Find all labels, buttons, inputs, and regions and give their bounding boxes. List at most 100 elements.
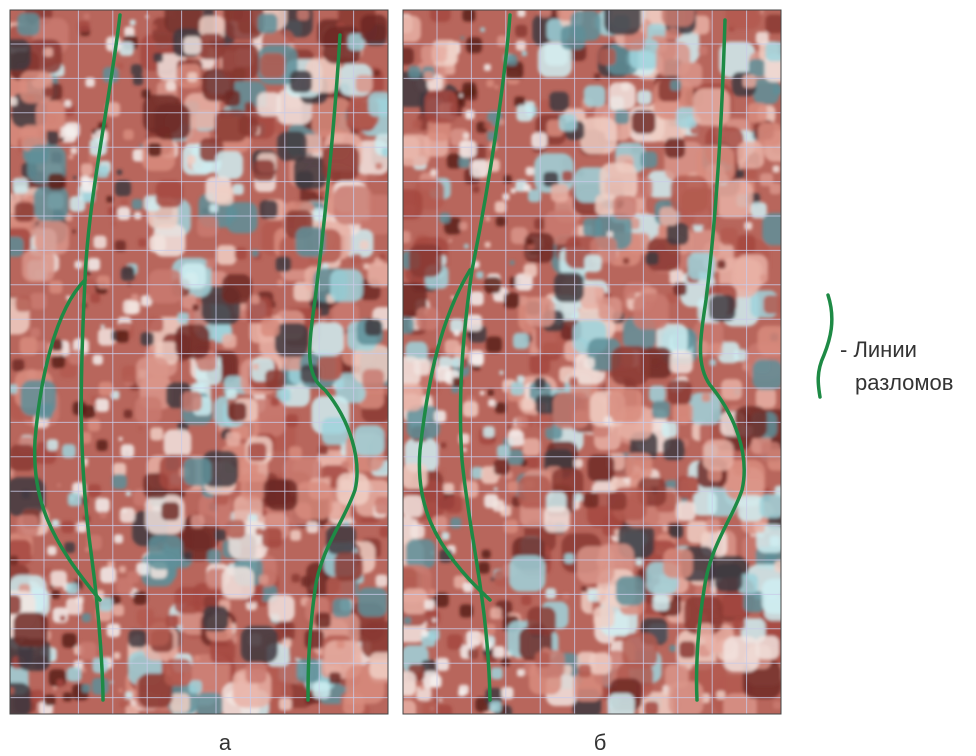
texture-blob xyxy=(297,10,310,21)
legend-swatch xyxy=(816,293,834,399)
texture-blob xyxy=(672,403,693,424)
texture-blob xyxy=(340,479,352,491)
texture-blob xyxy=(119,700,127,708)
texture-blob xyxy=(702,439,734,471)
texture-blob xyxy=(577,664,592,678)
texture-blob xyxy=(100,324,105,329)
texture-blob xyxy=(76,521,87,533)
texture-blob xyxy=(33,186,69,222)
texture-blob xyxy=(645,251,659,265)
texture-blob xyxy=(259,200,278,219)
texture-blob xyxy=(96,275,110,289)
texture-blob xyxy=(403,356,421,387)
texture-blob xyxy=(214,529,227,541)
texture-blob xyxy=(257,92,282,117)
texture-blob xyxy=(534,651,551,668)
texture-blob xyxy=(83,458,88,463)
texture-blob xyxy=(613,195,637,219)
texture-blob xyxy=(216,245,237,265)
texture-blob xyxy=(622,633,658,669)
texture-blob xyxy=(453,330,460,337)
texture-blob xyxy=(164,658,192,687)
texture-blob xyxy=(141,89,151,99)
texture-blob xyxy=(19,337,38,356)
texture-blob xyxy=(507,430,524,447)
texture-blob xyxy=(444,339,460,355)
texture-blob xyxy=(120,444,135,458)
texture-blob xyxy=(112,462,127,477)
texture-blob xyxy=(262,527,283,548)
texture-blob xyxy=(113,652,121,660)
texture-blob xyxy=(760,274,768,283)
texture-blob xyxy=(679,477,699,497)
texture-blob xyxy=(95,398,110,412)
texture-blob xyxy=(232,183,244,195)
texture-blob xyxy=(329,268,363,302)
texture-blob xyxy=(228,402,247,421)
texture-blob xyxy=(268,594,295,622)
texture-blob xyxy=(608,388,643,423)
texture-blob xyxy=(155,180,183,208)
texture-blob xyxy=(669,644,677,652)
texture-blob xyxy=(580,117,617,155)
texture-blob xyxy=(120,267,135,281)
texture-blob xyxy=(276,387,291,402)
texture-blob xyxy=(403,699,417,714)
texture-blob xyxy=(224,90,241,107)
texture-blob xyxy=(576,546,615,584)
texture-blob xyxy=(772,165,780,173)
texture-blob xyxy=(615,576,646,606)
texture-blob xyxy=(484,121,493,129)
texture-blob xyxy=(312,681,330,699)
texture-blob xyxy=(10,469,14,478)
texture-blob xyxy=(124,26,135,37)
texture-blob xyxy=(44,87,54,97)
texture-blob xyxy=(362,369,384,391)
texture-blob xyxy=(63,692,73,702)
texture-blob xyxy=(523,184,531,192)
texture-blob xyxy=(369,652,388,679)
texture-blob xyxy=(403,588,428,615)
texture-blob xyxy=(131,293,139,302)
texture-blob xyxy=(81,667,86,673)
texture-blob xyxy=(489,700,502,713)
texture-blob xyxy=(493,459,510,476)
texture-blob xyxy=(183,36,202,55)
texture-blob xyxy=(692,491,717,516)
texture-blob xyxy=(459,94,463,98)
texture-blob xyxy=(644,701,659,714)
texture-blob xyxy=(177,312,189,324)
texture-blob xyxy=(669,524,684,539)
texture-blob xyxy=(180,263,207,289)
fault-line xyxy=(694,18,746,702)
texture-blob xyxy=(459,604,473,618)
texture-blob xyxy=(353,425,385,456)
texture-blob xyxy=(458,684,469,695)
texture-blob xyxy=(123,409,133,419)
texture-blob xyxy=(624,30,645,51)
texture-blob xyxy=(550,184,569,202)
texture-blob xyxy=(527,455,540,469)
texture-blob xyxy=(503,292,520,309)
texture-blob xyxy=(499,370,504,375)
texture-blob xyxy=(467,648,479,659)
texture-blob xyxy=(87,258,101,271)
texture-blob xyxy=(539,10,552,18)
texture-blob xyxy=(296,171,314,189)
texture-blob xyxy=(21,490,30,499)
texture-blob xyxy=(508,426,512,430)
texture-blob xyxy=(494,85,499,90)
texture-blob xyxy=(488,399,496,407)
texture-blob xyxy=(748,58,767,77)
texture-blob xyxy=(148,316,164,332)
texture-blob xyxy=(47,546,57,556)
texture-blob xyxy=(759,494,781,519)
texture-blob xyxy=(462,401,479,418)
texture-blob xyxy=(304,629,325,649)
texture-blob xyxy=(640,151,658,168)
texture-blob xyxy=(494,201,507,213)
texture-blob xyxy=(53,686,57,690)
texture-blob xyxy=(562,592,570,600)
texture-blob xyxy=(574,493,583,502)
